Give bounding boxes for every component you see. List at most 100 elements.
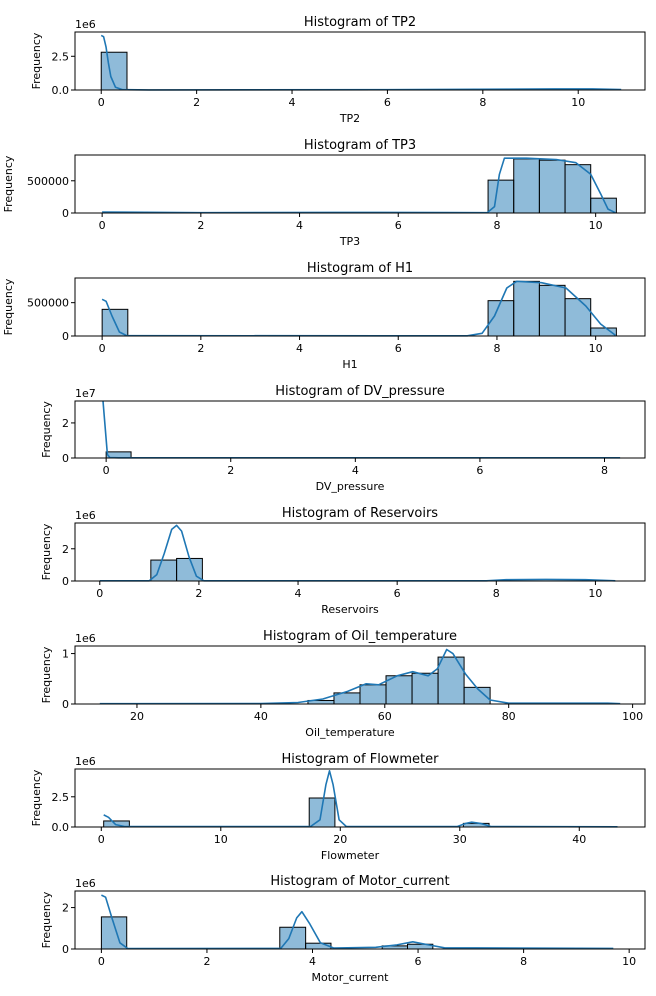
subplot-tp2: Histogram of TP2 0 2 4 6 8 10 0.0 2.5 1e6 TP2 Frequ… — [30, 15, 646, 125]
x-tick-label: 10 — [589, 219, 603, 232]
kde-line — [103, 769, 618, 828]
x-tick-label: 8 — [520, 955, 527, 968]
x-axis-label: Flowmeter — [321, 849, 380, 862]
histogram-bar — [411, 672, 439, 705]
histogram-bar — [385, 675, 413, 705]
x-tick-label: 0 — [98, 955, 105, 968]
histogram-bar — [564, 164, 592, 214]
subplot-h1: Histogram of H1 0 2 4 6 8 10 0 500000 H1 Frequency — [2, 261, 646, 371]
x-tick-label: 100 — [622, 710, 643, 723]
axes-frame — [74, 154, 646, 214]
chart-title: Histogram of DV_pressure — [275, 384, 445, 399]
x-tick-label: 6 — [384, 96, 391, 109]
y-axis-label: Frequency — [2, 278, 15, 335]
axes-frame — [74, 768, 646, 828]
x-axis-label: DV_pressure — [316, 480, 385, 493]
kde-line — [99, 648, 621, 705]
histogram-bar — [590, 327, 617, 337]
chart-title: Histogram of Flowmeter — [281, 752, 439, 767]
histogram-bar — [150, 559, 178, 582]
x-axis-label: TP2 — [339, 112, 360, 125]
subplot-motor_current: Histogram of Motor_current 0 2 4 6 8 10 0 2 1e6 Mo… — [40, 874, 646, 984]
y-axis-label: Frequency — [40, 401, 53, 458]
y-tick-label: 500000 — [27, 297, 69, 310]
x-tick-label: 6 — [476, 464, 483, 477]
y-tick-label: 0 — [62, 698, 69, 711]
chart-title: Histogram of Reservoirs — [282, 506, 438, 521]
y-tick-label: 0 — [62, 943, 69, 956]
histogram-bar — [513, 280, 540, 337]
chart-title: Histogram of TP3 — [304, 138, 416, 153]
y-tick-label: 1 — [62, 648, 69, 661]
x-axis-label: Motor_current — [312, 971, 390, 984]
kde-line — [102, 157, 616, 214]
axes-frame — [74, 277, 646, 337]
axes-frame — [74, 522, 646, 582]
y-tick-label: 0 — [62, 207, 69, 220]
y-tick-label: 500000 — [27, 175, 69, 188]
x-tick-label: 0 — [98, 833, 105, 846]
x-tick-label: 2 — [197, 219, 204, 232]
chart-title: Histogram of Oil_temperature — [263, 629, 457, 644]
x-tick-label: 40 — [254, 710, 268, 723]
x-tick-label: 30 — [453, 833, 467, 846]
x-tick-label: 4 — [295, 587, 302, 600]
histogram-bar — [308, 797, 336, 828]
kde-line — [99, 524, 616, 582]
x-tick-label: 80 — [502, 710, 516, 723]
y-axis-label: Frequency — [30, 769, 43, 826]
x-axis-label: Oil_temperature — [305, 726, 395, 739]
x-tick-label: 8 — [601, 464, 608, 477]
y-offset-label: 1e6 — [75, 755, 96, 768]
y-offset-label: 1e6 — [75, 632, 96, 645]
y-tick-label: 0.0 — [52, 84, 70, 97]
y-axis-label: Frequency — [30, 32, 43, 89]
x-tick-label: 6 — [415, 955, 422, 968]
x-tick-label: 40 — [572, 833, 586, 846]
chart-title: Histogram of TP2 — [304, 15, 416, 30]
kde-line — [101, 280, 616, 337]
x-tick-label: 4 — [289, 96, 296, 109]
kde-line — [101, 894, 614, 950]
y-offset-label: 1e7 — [75, 387, 96, 400]
y-tick-label: 2 — [62, 902, 69, 915]
x-tick-label: 2 — [227, 464, 234, 477]
x-tick-label: 10 — [588, 587, 602, 600]
subplot-reservoirs: Histogram of Reservoirs 0 2 4 6 8 10 0 2 1e6 Reser… — [40, 506, 646, 616]
x-axis-label: Reservoirs — [321, 603, 379, 616]
histogram-bar — [100, 916, 128, 950]
subplot-flowmeter: Histogram of Flowmeter 0 10 20 30 40 0.0 2.5 1e6… — [30, 752, 646, 862]
subplot-dv_pressure: Histogram of DV_pressure 0 2 4 6 8 0 2 1e7 DV_pre… — [40, 384, 646, 493]
kde-line — [102, 400, 621, 459]
x-tick-label: 60 — [378, 710, 392, 723]
x-tick-label: 2 — [197, 342, 204, 355]
x-tick-label: 0 — [96, 587, 103, 600]
kde-line — [100, 34, 622, 91]
x-tick-label: 8 — [493, 587, 500, 600]
histogram-bar — [513, 158, 540, 214]
x-tick-label: 10 — [622, 955, 636, 968]
x-tick-label: 4 — [309, 955, 316, 968]
x-tick-label: 20 — [333, 833, 347, 846]
y-axis-label: Frequency — [40, 891, 53, 948]
y-axis-label: Frequency — [40, 646, 53, 703]
axes-frame — [74, 400, 646, 459]
x-tick-label: 8 — [493, 219, 500, 232]
x-tick-label: 6 — [395, 219, 402, 232]
x-tick-label: 20 — [130, 710, 144, 723]
x-tick-label: 4 — [296, 219, 303, 232]
chart-title: Histogram of H1 — [307, 261, 413, 276]
subplot-oil_temperature: Histogram of Oil_temperature 20 40 60 80 100 0… — [40, 629, 646, 739]
x-tick-label: 10 — [571, 96, 585, 109]
y-axis-label: Frequency — [40, 523, 53, 580]
histogram-bar — [359, 684, 387, 705]
histogram-bar — [538, 159, 566, 214]
subplot-tp3: Histogram of TP3 0 2 4 6 8 10 0 500000 TP3 Frequen… — [2, 138, 646, 248]
x-tick-label: 0 — [98, 96, 105, 109]
x-tick-label: 4 — [352, 464, 359, 477]
y-tick-label: 2 — [62, 417, 69, 430]
x-tick-label: 2 — [193, 96, 200, 109]
x-tick-label: 10 — [214, 833, 228, 846]
axes-frame — [74, 890, 646, 950]
